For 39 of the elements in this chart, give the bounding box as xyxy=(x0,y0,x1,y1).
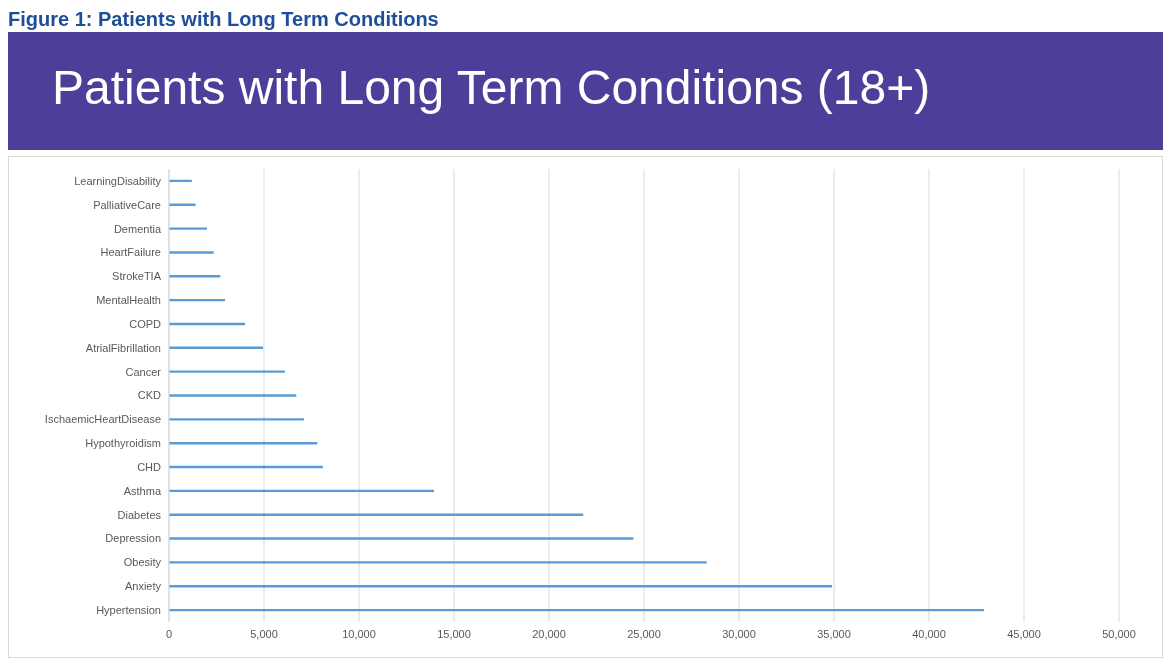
chart-subtitle: Patients with Long Term Conditions (18+) xyxy=(8,32,1163,150)
x-tick-label: 5,000 xyxy=(250,627,278,640)
bar xyxy=(169,418,304,421)
bar xyxy=(169,394,297,397)
y-tick-label: StrokeTIA xyxy=(112,270,162,283)
y-tick-label: Cancer xyxy=(125,365,162,378)
x-tick-label: 20,000 xyxy=(532,627,566,640)
y-tick-label: AtrialFibrillation xyxy=(85,341,161,354)
y-tick-label: LearningDisability xyxy=(74,174,162,187)
bar xyxy=(169,561,707,564)
x-tick-label: 15,000 xyxy=(437,627,471,640)
y-tick-label: Asthma xyxy=(123,484,162,497)
y-tick-label: IschaemicHeartDisease xyxy=(44,413,161,426)
x-tick-label: 0 xyxy=(165,627,173,640)
y-tick-label: Hypertension xyxy=(96,603,161,616)
y-tick-label: Depression xyxy=(105,532,161,545)
bar xyxy=(169,537,634,540)
x-tick-label: 35,000 xyxy=(817,627,851,640)
y-tick-label: MentalHealth xyxy=(96,294,161,307)
x-tick-label: 30,000 xyxy=(722,627,756,640)
x-tick-label: 45,000 xyxy=(1007,627,1041,640)
y-tick-label: COPD xyxy=(129,317,162,330)
bar xyxy=(169,370,285,373)
x-tick-label: 50,000 xyxy=(1102,627,1136,640)
y-tick-label: HeartFailure xyxy=(100,246,161,259)
x-tick-label: 40,000 xyxy=(912,627,946,640)
y-tick-label: PalliativeCare xyxy=(93,198,161,211)
x-tick-label: 10,000 xyxy=(342,627,376,640)
y-tick-label: Anxiety xyxy=(124,580,162,593)
y-tick-label: CKD xyxy=(137,389,162,402)
y-tick-label: Obesity xyxy=(123,556,162,569)
y-tick-label: Hypothyroidism xyxy=(85,437,161,450)
bar xyxy=(169,227,207,230)
bar xyxy=(169,251,214,254)
y-tick-label: Diabetes xyxy=(117,508,162,521)
y-tick-label: Dementia xyxy=(113,222,162,235)
x-tick-label: 25,000 xyxy=(627,627,661,640)
chart-title: Figure 1: Patients with Long Term Conditions xyxy=(8,8,440,32)
y-tick-label: CHD xyxy=(137,460,162,473)
